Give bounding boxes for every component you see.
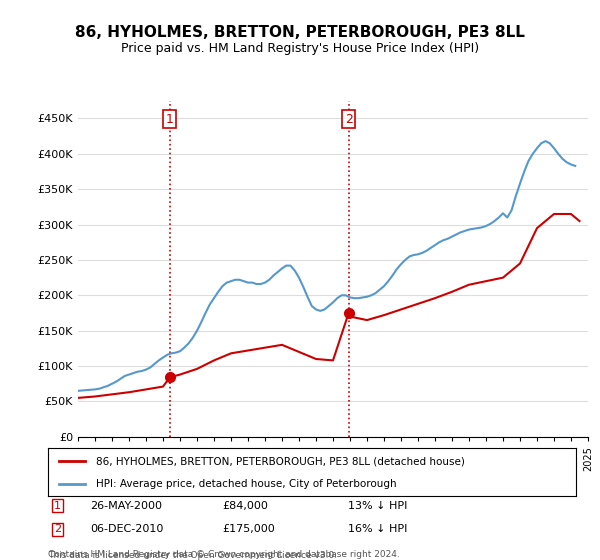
Text: 2: 2 bbox=[345, 113, 353, 125]
Text: Price paid vs. HM Land Registry's House Price Index (HPI): Price paid vs. HM Land Registry's House … bbox=[121, 42, 479, 55]
Text: Contains HM Land Registry data © Crown copyright and database right 2024.: Contains HM Land Registry data © Crown c… bbox=[48, 550, 400, 559]
Text: 1: 1 bbox=[54, 501, 61, 511]
Text: £175,000: £175,000 bbox=[222, 524, 275, 534]
Text: 26-MAY-2000: 26-MAY-2000 bbox=[90, 501, 162, 511]
Text: 16% ↓ HPI: 16% ↓ HPI bbox=[348, 524, 407, 534]
Text: 1: 1 bbox=[166, 113, 174, 125]
Text: HPI: Average price, detached house, City of Peterborough: HPI: Average price, detached house, City… bbox=[95, 479, 396, 489]
Text: 06-DEC-2010: 06-DEC-2010 bbox=[90, 524, 163, 534]
Text: 2: 2 bbox=[54, 524, 61, 534]
Text: 86, HYHOLMES, BRETTON, PETERBOROUGH, PE3 8LL (detached house): 86, HYHOLMES, BRETTON, PETERBOROUGH, PE3… bbox=[95, 456, 464, 466]
Text: £84,000: £84,000 bbox=[222, 501, 268, 511]
Text: 13% ↓ HPI: 13% ↓ HPI bbox=[348, 501, 407, 511]
Text: 86, HYHOLMES, BRETTON, PETERBOROUGH, PE3 8LL: 86, HYHOLMES, BRETTON, PETERBOROUGH, PE3… bbox=[75, 25, 525, 40]
Text: This data is licensed under the Open Government Licence v3.0.: This data is licensed under the Open Gov… bbox=[48, 551, 337, 560]
